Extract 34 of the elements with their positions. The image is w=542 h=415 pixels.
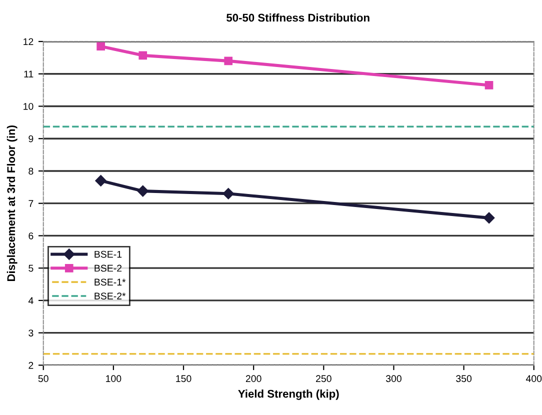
point (224, 56, 233, 66)
legend-label: BSE-2* (94, 292, 126, 300)
legend-label: BSE-1* (94, 278, 126, 286)
point (138, 51, 148, 60)
y-tick-label: 4 (28, 297, 34, 304)
y-tick-label: 3 (28, 330, 34, 336)
x-tick-label: 300 (386, 375, 402, 382)
x-tick-label: 350 (456, 375, 472, 382)
point (137, 185, 148, 197)
y-tick-label: 8 (28, 168, 34, 175)
point (96, 42, 105, 51)
y-tick-label: 9 (28, 135, 34, 142)
y-tick-label: 11 (24, 70, 34, 78)
y-tick-label: 2 (28, 362, 34, 369)
chart-title: 50-50 Stiffness Distribution (226, 13, 370, 22)
x-tick-label: 400 (526, 375, 542, 382)
y-axis-title: Displacement at 3rd Floor (in) (6, 125, 18, 282)
y-tick-label: 12 (24, 38, 34, 46)
y-tick-label: 5 (28, 264, 34, 272)
point (222, 188, 234, 200)
point (484, 81, 494, 90)
x-axis-title: Yield Strength (kip) (238, 390, 339, 400)
point (483, 212, 495, 224)
x-tick-label: 250 (316, 375, 332, 382)
x-tick-label: 150 (176, 375, 192, 382)
x-tick-label: 100 (106, 375, 122, 382)
point (95, 175, 106, 186)
y-tick-label: 7 (28, 200, 34, 207)
y-tick-label: 6 (28, 232, 34, 240)
y-tick-label: 10 (24, 102, 34, 110)
x-tick-label: 200 (246, 375, 262, 382)
x-tick-label: 50 (38, 375, 48, 382)
legend-label: BSE-2 (94, 264, 122, 272)
legend-label: BSE-1 (94, 250, 122, 258)
